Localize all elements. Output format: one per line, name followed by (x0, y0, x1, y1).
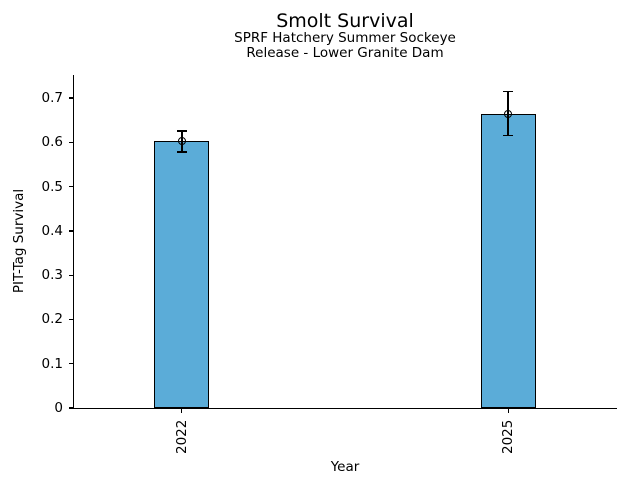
error-bar-cap-top (503, 90, 514, 93)
y-tick-mark (69, 97, 73, 99)
y-tick-mark (69, 185, 73, 188)
y-tick-mark (69, 407, 73, 409)
x-tick-label: 2025 (500, 419, 517, 454)
x-tick-mark (507, 409, 509, 413)
y-tick-label: 0.3 (41, 267, 63, 284)
y-tick-mark (69, 141, 73, 143)
y-tick-label: 0 (54, 400, 63, 416)
plot-area: 0 0.1 0.2 0.3 0.4 0.5 0.6 0.7 2022 2025 (42, 75, 617, 454)
y-tick-mark (69, 230, 73, 232)
y-axis-spine (73, 75, 75, 409)
y-tick-mark (69, 318, 73, 321)
bar (480, 113, 536, 408)
error-bar-cap-bottom (176, 151, 187, 153)
y-tick-label: 0.2 (41, 311, 63, 328)
y-tick-label: 0.6 (41, 134, 63, 151)
y-tick-label: 0.5 (41, 178, 63, 195)
x-tick-mark (181, 409, 183, 413)
y-tick-mark (69, 363, 73, 365)
y-axis-label: PIT-Tag Survival (11, 188, 27, 294)
x-axis-spine (73, 407, 617, 409)
bar (154, 140, 210, 408)
y-tick-label: 0.7 (41, 90, 63, 107)
y-tick-mark (69, 274, 73, 276)
data-point-marker (177, 136, 186, 145)
x-axis-label: Year (330, 459, 360, 475)
chart-subtitle-line2: Release - Lower Granite Dam (246, 45, 444, 61)
chart-title: Smolt Survival (276, 10, 414, 32)
error-bar-cap-top (176, 130, 187, 133)
error-bar-cap-bottom (503, 134, 514, 137)
y-tick-label: 0.4 (41, 222, 63, 239)
y-tick-label: 0.1 (41, 355, 63, 372)
x-tick-label: 2022 (173, 419, 190, 454)
data-point-marker (504, 109, 513, 118)
chart-subtitle-line1: SPRF Hatchery Summer Sockeye (234, 30, 456, 46)
